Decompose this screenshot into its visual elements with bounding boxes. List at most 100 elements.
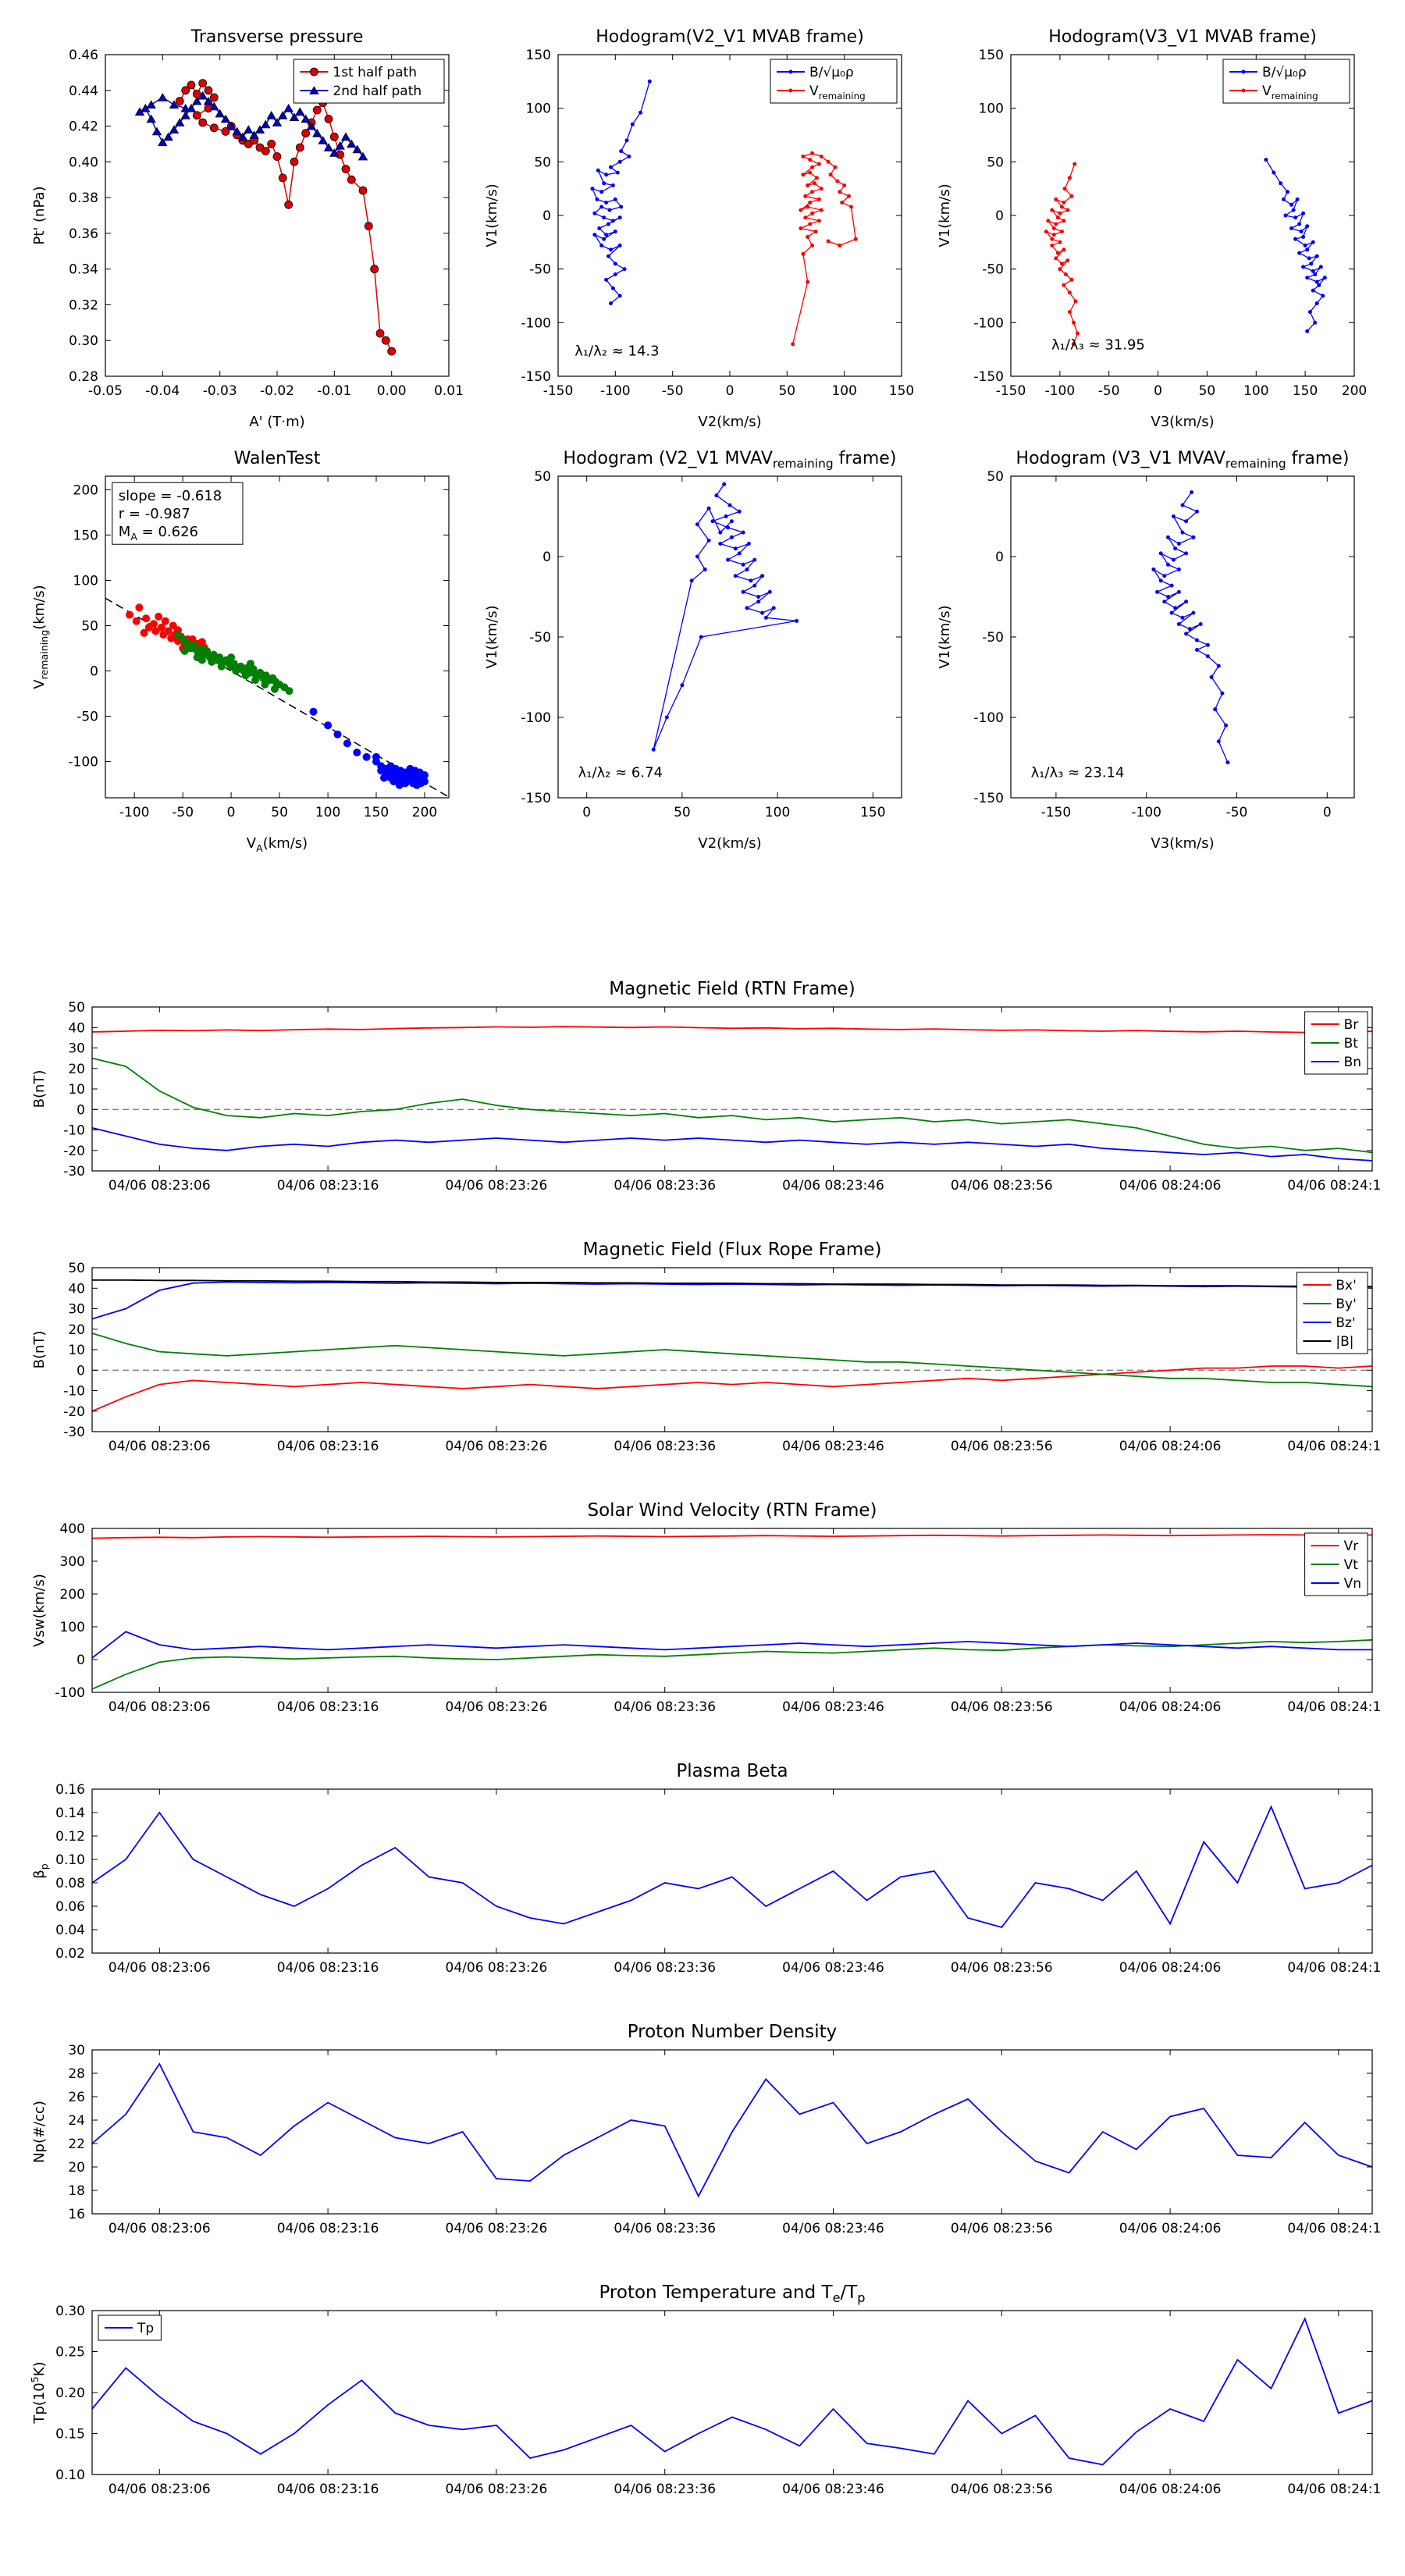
- svg-text:100: 100: [73, 574, 98, 589]
- svg-text:By': By': [1336, 1297, 1356, 1312]
- svg-text:Hodogram(V2_V1 MVAB frame): Hodogram(V2_V1 MVAB frame): [596, 27, 864, 47]
- svg-text:V2(km/s): V2(km/s): [698, 835, 761, 852]
- svg-text:04/06 08:24:06: 04/06 08:24:06: [1119, 1439, 1222, 1454]
- svg-text:0: 0: [76, 1102, 85, 1118]
- svg-text:100: 100: [526, 101, 551, 117]
- svg-text:0: 0: [726, 383, 735, 399]
- svg-text:28: 28: [68, 2066, 85, 2082]
- svg-text:04/06 08:23:26: 04/06 08:23:26: [446, 2482, 548, 2497]
- svg-text:0.04: 0.04: [55, 1923, 85, 1938]
- svg-text:-100: -100: [521, 710, 551, 726]
- svg-text:04/06 08:24:06: 04/06 08:24:06: [1119, 1699, 1222, 1715]
- svg-text:-50: -50: [982, 630, 1004, 646]
- svg-text:Bx': Bx': [1336, 1278, 1356, 1293]
- svg-text:04/06 08:24:16: 04/06 08:24:16: [1287, 1699, 1382, 1715]
- svg-text:V1(km/s): V1(km/s): [484, 183, 500, 247]
- svg-text:-10: -10: [63, 1123, 85, 1139]
- svg-text:Proton Temperature and Te​/Tp​: Proton Temperature and Te​/Tp​: [599, 2282, 865, 2305]
- svg-text:50: 50: [81, 619, 98, 635]
- svg-text:0.10: 0.10: [55, 2467, 85, 2483]
- svg-text:0.46: 0.46: [69, 48, 98, 63]
- svg-text:-150: -150: [543, 383, 574, 399]
- svg-text:20: 20: [68, 1062, 85, 1077]
- svg-text:100: 100: [765, 805, 790, 820]
- svg-text:-100: -100: [973, 315, 1004, 331]
- svg-text:04/06 08:23:56: 04/06 08:23:56: [951, 1178, 1053, 1194]
- svg-text:04/06 08:23:36: 04/06 08:23:36: [614, 1439, 716, 1454]
- svg-text:-50: -50: [982, 262, 1004, 278]
- svg-text:50: 50: [674, 805, 691, 820]
- svg-text:200: 200: [1342, 383, 1367, 399]
- chart-hodogram-v2v1-mvab: -150 -100 -50 0 50 100 150 -150 -100 -50 0 50 100 150…: [476, 16, 929, 437]
- svg-text:04/06 08:23:36: 04/06 08:23:36: [614, 1960, 716, 1976]
- svg-text:λ₁/λ₂ ≈ 6.74: λ₁/λ₂ ≈ 6.74: [578, 765, 663, 781]
- svg-text:Np(#/cc): Np(#/cc): [31, 2101, 48, 2163]
- svg-text:100: 100: [60, 1620, 85, 1635]
- svg-text:Hodogram(V3_V1 MVAB frame): Hodogram(V3_V1 MVAB frame): [1048, 27, 1317, 47]
- svg-text:A' (T·m): A' (T·m): [249, 414, 304, 430]
- svg-text:-100: -100: [973, 710, 1004, 726]
- svg-text:50: 50: [271, 805, 288, 820]
- svg-text:0.40: 0.40: [69, 155, 98, 170]
- svg-text:0: 0: [90, 664, 98, 680]
- svg-text:24: 24: [68, 2113, 85, 2129]
- svg-text:slope = -0.618: slope = -0.618: [119, 488, 222, 504]
- svg-text:Tp(105​K): Tp(105​K): [29, 2361, 48, 2424]
- chart-transverse-pressure: -0.05 -0.04 -0.03 -0.02 -0.01 0.00 0.01 0.28 0.3…: [23, 16, 476, 437]
- svg-text:-150: -150: [521, 791, 551, 806]
- svg-text:0: 0: [995, 550, 1004, 565]
- svg-text:-0.01: -0.01: [317, 383, 351, 399]
- svg-text:04/06 08:23:36: 04/06 08:23:36: [614, 2221, 716, 2236]
- svg-text:04/06 08:23:06: 04/06 08:23:06: [108, 2482, 211, 2497]
- svg-text:0.30: 0.30: [55, 2304, 85, 2319]
- svg-text:0.06: 0.06: [55, 1899, 85, 1915]
- svg-text:-0.04: -0.04: [145, 383, 180, 399]
- svg-text:40: 40: [68, 1020, 85, 1036]
- svg-text:-100: -100: [1045, 383, 1076, 399]
- svg-text:150: 150: [1293, 383, 1318, 399]
- svg-text:-30: -30: [63, 1425, 85, 1440]
- svg-text:Plasma Beta: Plasma Beta: [676, 1761, 788, 1781]
- svg-text:04/06 08:24:16: 04/06 08:24:16: [1287, 1439, 1382, 1454]
- svg-text:0.02: 0.02: [55, 1946, 85, 1962]
- svg-text:V2(km/s): V2(km/s): [698, 414, 761, 430]
- svg-text:04/06 08:23:46: 04/06 08:23:46: [782, 1439, 884, 1454]
- svg-text:-150: -150: [521, 369, 551, 385]
- svg-text:50: 50: [987, 469, 1004, 485]
- svg-text:B/√μ₀ρ: B/√μ₀ρ: [809, 65, 854, 80]
- svg-text:1st half path: 1st half path: [333, 65, 417, 80]
- svg-text:0: 0: [76, 1363, 85, 1379]
- svg-text:04/06 08:23:46: 04/06 08:23:46: [782, 1699, 884, 1715]
- svg-text:Hodogram (V3_V1 MVAVremaining​: Hodogram (V3_V1 MVAVremaining​ frame): [1016, 449, 1350, 471]
- svg-text:-100: -100: [68, 755, 98, 770]
- svg-text:150: 150: [364, 805, 389, 820]
- svg-text:04/06 08:23:56: 04/06 08:23:56: [951, 2482, 1053, 2497]
- svg-text:30: 30: [68, 1041, 85, 1057]
- svg-text:04/06 08:23:36: 04/06 08:23:36: [614, 1178, 716, 1194]
- svg-text:0.30: 0.30: [69, 333, 98, 349]
- svg-text:150: 150: [860, 805, 885, 820]
- svg-text:0: 0: [542, 208, 551, 224]
- svg-text:-50: -50: [172, 805, 194, 820]
- svg-text:B(nT): B(nT): [31, 1331, 48, 1369]
- svg-text:04/06 08:23:56: 04/06 08:23:56: [951, 1439, 1053, 1454]
- chart-proton-temperature: 04/06 08:23:06 04/06 08:23:16 04/06 08:23:…: [23, 2279, 1382, 2514]
- svg-text:-50: -50: [1226, 805, 1248, 820]
- svg-text:Bz': Bz': [1336, 1315, 1355, 1331]
- svg-text:Transverse pressure: Transverse pressure: [190, 27, 364, 47]
- svg-text:400: 400: [60, 1521, 85, 1537]
- analysis-panels-grid: -0.05 -0.04 -0.03 -0.02 -0.01 0.00 0.01 0.28 0.3…: [0, 0, 1405, 859]
- svg-text:-100: -100: [1131, 805, 1161, 820]
- svg-text:λ₁/λ₃ ≈ 31.95: λ₁/λ₃ ≈ 31.95: [1051, 336, 1145, 353]
- svg-text:04/06 08:24:06: 04/06 08:24:06: [1119, 1960, 1222, 1976]
- svg-text:100: 100: [1243, 383, 1268, 399]
- svg-text:0.34: 0.34: [69, 262, 98, 278]
- svg-text:Vr: Vr: [1344, 1539, 1359, 1554]
- svg-text:V1(km/s): V1(km/s): [484, 605, 500, 668]
- svg-text:Vt: Vt: [1344, 1557, 1359, 1573]
- svg-text:04/06 08:23:36: 04/06 08:23:36: [614, 2482, 716, 2497]
- svg-text:Solar Wind Velocity (RTN Frame: Solar Wind Velocity (RTN Frame): [587, 1500, 877, 1521]
- svg-text:0.25: 0.25: [55, 2345, 85, 2361]
- chart-proton-number-density: 04/06 08:23:06 04/06 08:23:16 04/06 08:23:…: [23, 2019, 1382, 2253]
- svg-text:10: 10: [68, 1082, 85, 1098]
